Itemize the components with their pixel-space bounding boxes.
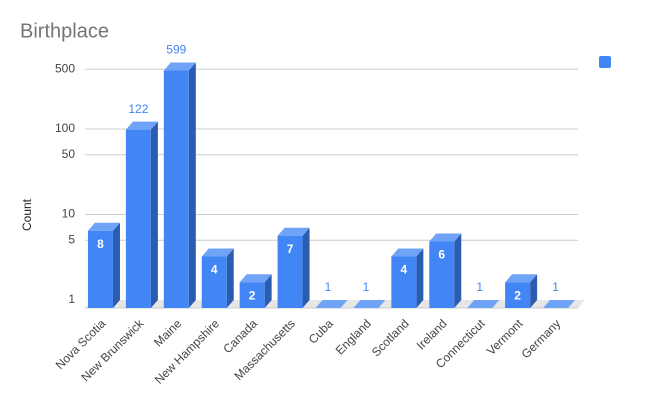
bar [163, 62, 196, 309]
bar-side [112, 222, 120, 308]
value-label: 1 [476, 280, 483, 294]
bar-top [87, 222, 120, 231]
bar-top [239, 274, 272, 283]
y-tick-label: 500 [55, 61, 75, 75]
x-tick-label: Ireland [414, 316, 450, 352]
value-label: 2 [514, 288, 521, 302]
value-label: 599 [166, 43, 186, 57]
bar-top [353, 300, 386, 308]
value-label: 8 [97, 237, 104, 251]
y-tick-label: 5 [68, 232, 75, 246]
bar [201, 248, 234, 308]
y-tick-label: 100 [55, 121, 75, 135]
value-label: 7 [287, 242, 294, 256]
y-tick-label: 10 [62, 207, 76, 221]
bar-top [125, 121, 158, 130]
bar-front [201, 256, 227, 308]
bar [467, 300, 500, 308]
bar-side [150, 121, 158, 308]
y-axis-title: Count [20, 198, 34, 231]
bar [125, 121, 158, 308]
x-tick-label: Scotland [369, 316, 412, 359]
value-label: 1 [325, 280, 332, 294]
chart-title: Birthplace [20, 20, 109, 42]
bar-side [302, 227, 310, 308]
bar-top [429, 233, 462, 242]
bar-top [543, 300, 576, 308]
value-label: 2 [249, 288, 256, 302]
x-tick-label: England [333, 316, 374, 357]
bar-front [505, 282, 531, 308]
bar-top [391, 248, 424, 257]
bar [505, 274, 538, 308]
x-tick-label: Cuba [306, 316, 336, 346]
bar-side [226, 248, 234, 308]
bar-top [163, 62, 196, 71]
value-label: 1 [363, 280, 370, 294]
bar-top [467, 300, 500, 308]
y-tick-label: 50 [62, 147, 76, 161]
bar-top [505, 274, 538, 283]
bar-side [416, 248, 424, 308]
bar-top [315, 300, 348, 308]
y-tick-label: 1 [68, 292, 75, 306]
bar-front [239, 282, 265, 308]
bar [429, 233, 462, 308]
bar-side [530, 274, 538, 308]
bar [315, 300, 348, 308]
value-label: 122 [128, 102, 148, 116]
bar [277, 227, 310, 308]
bar-front [277, 235, 303, 308]
bar-front [125, 129, 151, 308]
bar-side [188, 62, 196, 309]
value-label: 4 [401, 263, 408, 277]
bar-front [391, 256, 417, 308]
value-label: 1 [552, 280, 559, 294]
bar-top [201, 248, 234, 257]
value-label: 4 [211, 263, 218, 277]
bar-side [454, 233, 462, 308]
bar-front [163, 70, 189, 309]
bar [87, 222, 120, 308]
bar-front [429, 241, 455, 308]
bar-side [264, 274, 272, 308]
bar [353, 300, 386, 308]
bar [391, 248, 424, 308]
x-tick-label: Germany [519, 316, 564, 361]
x-tick-label: Maine [151, 316, 184, 349]
bar [543, 300, 576, 308]
bar [239, 274, 272, 308]
x-tick-label: New Hampshire [152, 316, 222, 386]
legend-swatch [599, 56, 611, 68]
value-label: 6 [438, 248, 445, 262]
bar-front [87, 230, 113, 308]
bar-top [277, 227, 310, 236]
